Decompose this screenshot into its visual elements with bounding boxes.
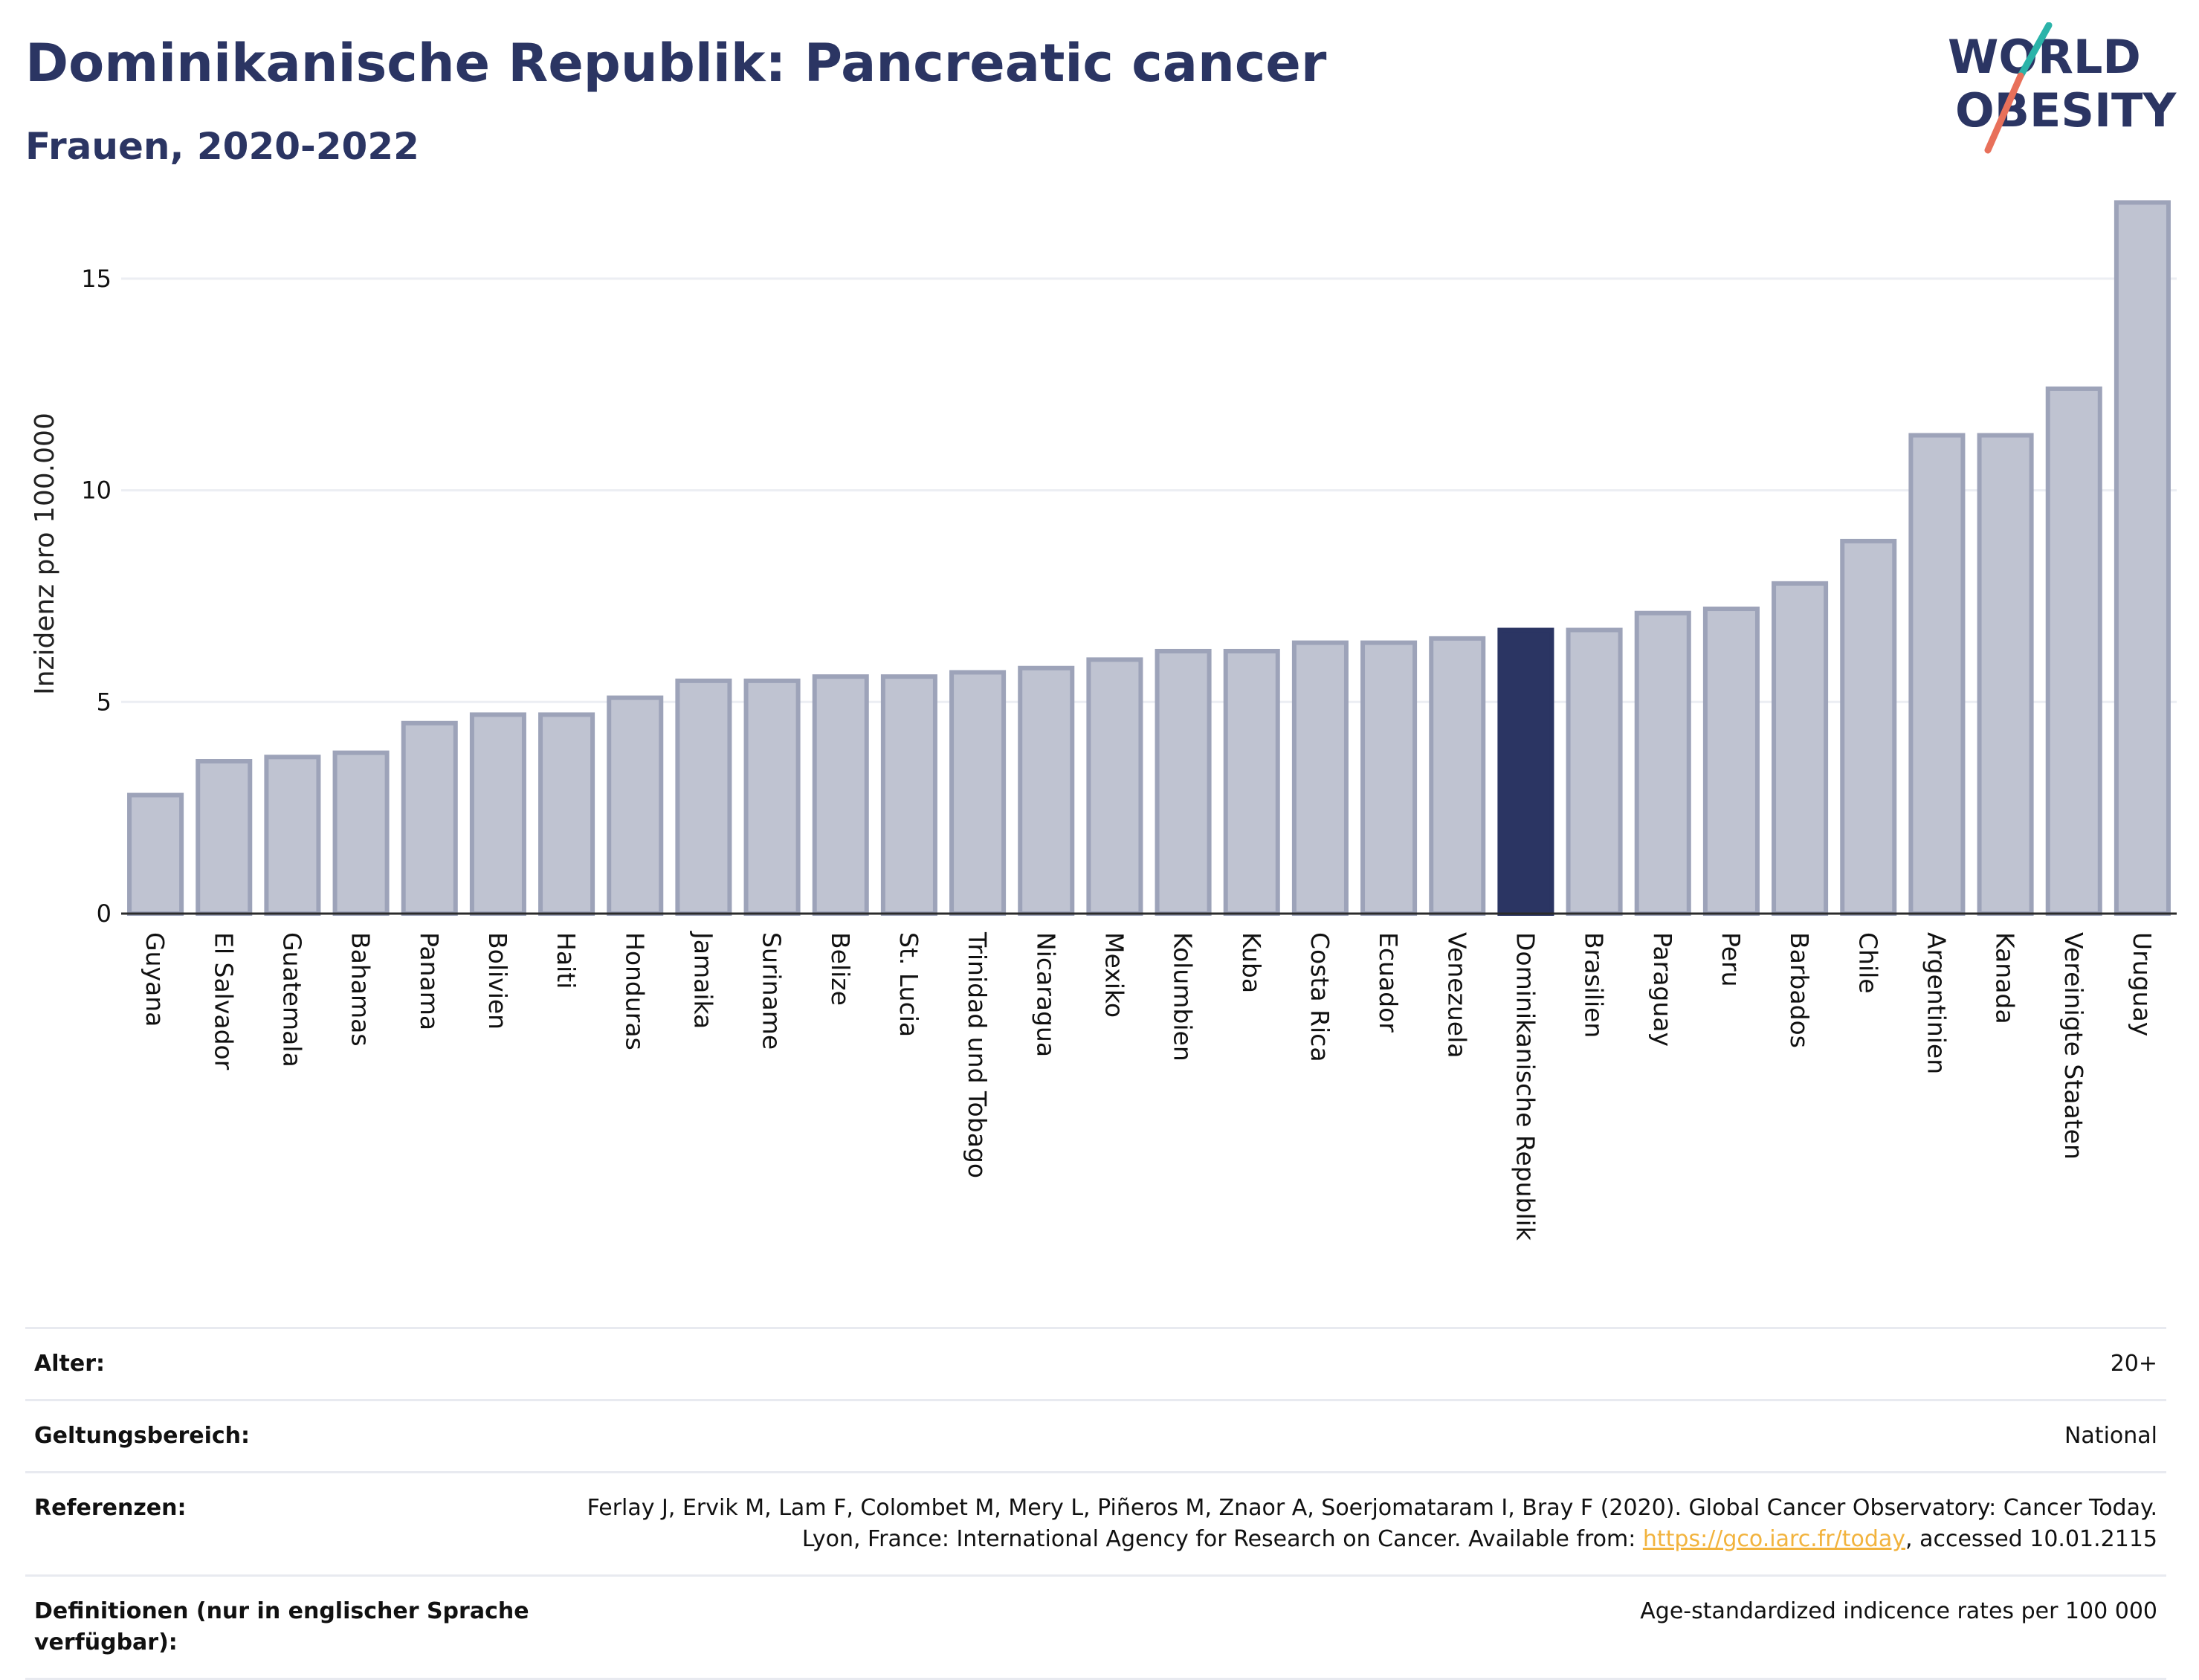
- x-tick-label: Jamaika: [688, 931, 717, 1029]
- x-tick-label: Haiti: [552, 932, 581, 989]
- references-accessed: , accessed 10.01.2115: [1905, 1526, 2157, 1552]
- bar: [538, 712, 595, 916]
- bar: [1702, 607, 1760, 917]
- bar: [1566, 627, 1623, 917]
- bar: [2114, 200, 2171, 916]
- bar-chart: 0 5 10 15 Inzidenz pro 100.000 Guyana El Salva…: [30, 200, 2177, 1241]
- bar: [1223, 648, 1280, 917]
- bar: [675, 678, 732, 917]
- references-value: Ferlay J, Ervik M, Lam F, Colombet M, Me…: [559, 1493, 2157, 1555]
- bar: [1086, 657, 1143, 917]
- y-tick-label: 5: [97, 688, 112, 716]
- bar: [2045, 386, 2102, 916]
- bar: [1977, 433, 2034, 916]
- bar: [1429, 636, 1486, 916]
- age-value: 20+: [2110, 1351, 2157, 1377]
- chart-title: Dominikanische Republik: Pancreatic canc…: [25, 33, 1327, 94]
- y-tick-label: 15: [81, 265, 112, 293]
- bar: [1155, 648, 1212, 917]
- x-tick-label: Costa Rica: [1305, 932, 1334, 1062]
- bar: [127, 792, 184, 916]
- x-tick-label: Barbados: [1785, 932, 1814, 1048]
- bar: [1772, 581, 1829, 916]
- bar: [1291, 640, 1349, 916]
- bar: [1908, 433, 1966, 916]
- bar: [880, 674, 937, 916]
- x-tick-label: Paraguay: [1648, 932, 1677, 1047]
- x-tick-label: Chile: [1853, 932, 1882, 994]
- bar: [1634, 610, 1691, 916]
- references-text: Ferlay J, Ervik M, Lam F, Colombet M, Me…: [587, 1495, 2157, 1552]
- x-tick-label: Brasilien: [1580, 932, 1609, 1038]
- x-tick-label: Guyana: [141, 932, 169, 1027]
- definitions-value: Age-standardized indicence rates per 100…: [1640, 1598, 2157, 1624]
- world-obesity-logo: WORLD OBESITY: [1948, 22, 2177, 154]
- y-tick-label: 10: [81, 476, 112, 505]
- definitions-label: Definitionen (nur in englischer Sprache …: [34, 1598, 529, 1655]
- chart-subtitle: Frauen, 2020-2022: [25, 125, 419, 168]
- meta-row-references: Referenzen: Ferlay J, Ervik M, Lam F, Co…: [25, 1471, 2166, 1574]
- bar: [1840, 538, 1897, 917]
- meta-row-scope: Geltungsbereich: National: [25, 1399, 2166, 1471]
- scope-value: National: [2064, 1423, 2157, 1449]
- bar: [812, 674, 869, 916]
- x-tick-label: Uruguay: [2128, 932, 2157, 1036]
- x-tick-label: Honduras: [620, 932, 649, 1050]
- metadata-table: Alter: 20+ Geltungsbereich: National Ref…: [25, 1327, 2166, 1680]
- bar: [949, 670, 1007, 916]
- references-label: Referenzen:: [34, 1495, 187, 1521]
- bar: [1018, 665, 1075, 916]
- references-link[interactable]: https://gco.iarc.fr/today: [1642, 1526, 1906, 1552]
- age-label: Alter:: [34, 1351, 105, 1377]
- x-tick-label: Guatemala: [277, 932, 306, 1067]
- x-tick-label: Kolumbien: [1169, 932, 1198, 1062]
- x-tick-label: St. Lucia: [894, 932, 923, 1037]
- scope-label: Geltungsbereich:: [34, 1423, 251, 1449]
- x-tick-label: Panama: [415, 932, 444, 1030]
- logo-slash-red: [1984, 72, 2024, 154]
- meta-row-definitions: Definitionen (nur in englischer Sprache …: [25, 1574, 2166, 1680]
- x-tick-label: Bahamas: [346, 932, 375, 1047]
- bar: [743, 678, 801, 917]
- x-tick-label: Peru: [1717, 932, 1746, 987]
- bar: [607, 695, 664, 916]
- x-tick-label: Ecuador: [1374, 932, 1403, 1033]
- x-tick-label: Trinidad und Tobago: [963, 931, 992, 1178]
- bar: [196, 759, 253, 916]
- x-tick-label: Suriname: [758, 932, 787, 1050]
- y-tick-label: 0: [97, 899, 112, 928]
- x-tick-label: Nicaragua: [1031, 932, 1060, 1057]
- y-axis-title: Inzidenz pro 100.000: [30, 413, 60, 695]
- meta-row-age: Alter: 20+: [25, 1327, 2166, 1399]
- x-tick-label: Bolivien: [483, 932, 512, 1030]
- bar: [1497, 627, 1554, 917]
- x-tick-label: Kuba: [1237, 932, 1266, 993]
- logo-line-obesity: OBESITY: [1955, 83, 2177, 138]
- x-tick-label: Vereinigte Staaten: [2059, 932, 2088, 1160]
- x-tick-label: Argentinien: [1922, 932, 1951, 1074]
- x-tick-label: Belize: [826, 932, 855, 1006]
- bar: [469, 712, 526, 916]
- x-tick-label: Mexiko: [1100, 932, 1128, 1018]
- x-tick-label: El Salvador: [209, 932, 238, 1070]
- logo-slash-teal: [2017, 22, 2053, 80]
- bar: [401, 720, 458, 916]
- x-tick-label: Venezuela: [1442, 932, 1471, 1058]
- bar: [1360, 640, 1418, 916]
- x-tick-label: Kanada: [1991, 932, 2020, 1024]
- bar: [332, 750, 390, 916]
- bar: [264, 755, 321, 916]
- x-tick-label: Dominikanische Republik: [1511, 932, 1540, 1241]
